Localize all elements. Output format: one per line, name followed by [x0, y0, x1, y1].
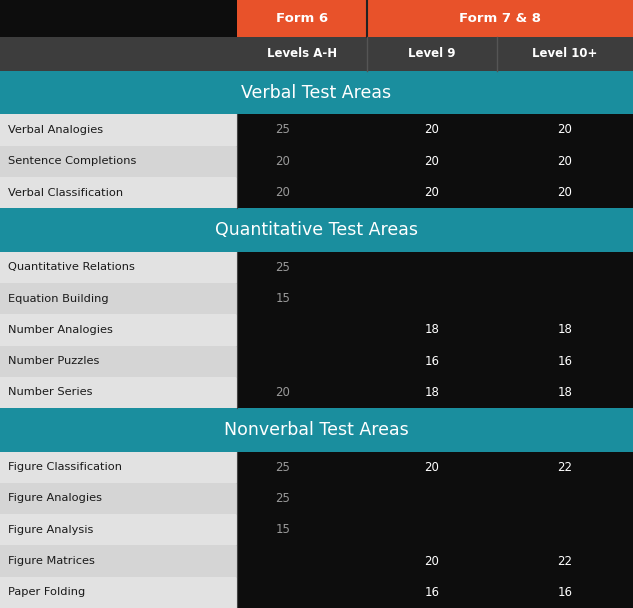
Text: 25: 25 [275, 492, 290, 505]
Text: 20: 20 [425, 461, 439, 474]
Bar [0, 252, 237, 283]
Text: 20: 20 [425, 554, 439, 567]
Bar [0, 514, 237, 545]
Text: 22: 22 [558, 461, 572, 474]
Text: Quantitative Relations: Quantitative Relations [8, 262, 135, 272]
Text: 15: 15 [275, 292, 290, 305]
Text: Equation Building: Equation Building [8, 294, 109, 303]
Text: Form 7 & 8: Form 7 & 8 [459, 12, 541, 25]
Bar [0, 114, 237, 145]
Text: 16: 16 [425, 354, 439, 368]
Bar [237, 577, 633, 608]
Bar [0, 0, 237, 37]
Bar [0, 377, 237, 408]
Text: Form 6: Form 6 [276, 12, 329, 25]
Bar [237, 145, 633, 177]
Bar [0, 577, 237, 608]
Bar [237, 377, 633, 408]
Bar [237, 37, 367, 71]
Bar [237, 177, 633, 208]
Text: 20: 20 [558, 186, 572, 199]
Bar [237, 452, 633, 483]
Text: 25: 25 [275, 461, 290, 474]
Text: Paper Folding: Paper Folding [8, 587, 85, 597]
Text: 20: 20 [425, 155, 439, 168]
Bar [237, 345, 633, 377]
Bar [237, 283, 633, 314]
Bar [0, 145, 237, 177]
Bar [0, 283, 237, 314]
Bar [0, 314, 237, 345]
Bar [237, 114, 633, 145]
Bar [367, 37, 497, 71]
Bar [0, 545, 237, 577]
Bar [237, 514, 633, 545]
Text: Figure Classification: Figure Classification [8, 462, 122, 472]
Text: 22: 22 [558, 554, 572, 567]
Text: 20: 20 [558, 155, 572, 168]
Bar [0, 37, 237, 71]
Text: 25: 25 [275, 123, 290, 136]
Text: 15: 15 [275, 523, 290, 536]
Text: 18: 18 [558, 386, 572, 399]
Bar [237, 0, 367, 37]
Bar [237, 483, 633, 514]
Bar [367, 0, 633, 37]
Bar [0, 483, 237, 514]
Text: Number Puzzles: Number Puzzles [8, 356, 99, 366]
Text: 18: 18 [425, 323, 439, 336]
Bar [0, 177, 237, 208]
Text: 16: 16 [558, 354, 572, 368]
Bar [0, 408, 633, 452]
Text: 18: 18 [425, 386, 439, 399]
Text: 20: 20 [275, 155, 290, 168]
Text: Quantitative Test Areas: Quantitative Test Areas [215, 221, 418, 239]
Bar [0, 452, 237, 483]
Text: Nonverbal Test Areas: Nonverbal Test Areas [224, 421, 409, 439]
Text: Verbal Test Areas: Verbal Test Areas [241, 84, 392, 102]
Text: 20: 20 [425, 186, 439, 199]
Text: Figure Matrices: Figure Matrices [8, 556, 95, 566]
Text: 16: 16 [425, 586, 439, 599]
Bar [0, 208, 633, 252]
Bar [0, 71, 633, 114]
Text: 20: 20 [275, 186, 290, 199]
Text: Number Analogies: Number Analogies [8, 325, 113, 335]
Text: 20: 20 [558, 123, 572, 136]
Text: 20: 20 [425, 123, 439, 136]
Text: 18: 18 [558, 323, 572, 336]
Bar [237, 314, 633, 345]
Text: Level 10+: Level 10+ [532, 47, 598, 60]
Text: Number Series: Number Series [8, 387, 92, 398]
Text: Figure Analysis: Figure Analysis [8, 525, 94, 535]
Bar [237, 545, 633, 577]
Text: Verbal Classification: Verbal Classification [8, 187, 123, 198]
Text: 20: 20 [275, 386, 290, 399]
Text: Sentence Completions: Sentence Completions [8, 156, 137, 166]
Text: Level 9: Level 9 [408, 47, 456, 60]
Bar [237, 252, 633, 283]
Text: 16: 16 [558, 586, 572, 599]
Text: Verbal Analogies: Verbal Analogies [8, 125, 103, 135]
Bar [0, 345, 237, 377]
Text: Levels A-H: Levels A-H [267, 47, 337, 60]
Bar [497, 37, 633, 71]
Text: 25: 25 [275, 261, 290, 274]
Text: Figure Analogies: Figure Analogies [8, 494, 102, 503]
